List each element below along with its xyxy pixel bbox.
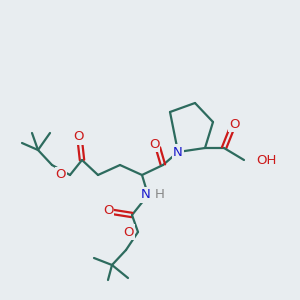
Text: O: O <box>124 226 134 238</box>
Text: N: N <box>141 188 151 202</box>
Text: O: O <box>73 130 83 143</box>
Text: N: N <box>173 146 183 158</box>
Text: O: O <box>149 137 159 151</box>
Text: OH: OH <box>256 154 276 166</box>
Text: O: O <box>103 203 113 217</box>
Text: O: O <box>56 169 66 182</box>
Text: H: H <box>155 188 165 202</box>
Text: O: O <box>229 118 239 130</box>
